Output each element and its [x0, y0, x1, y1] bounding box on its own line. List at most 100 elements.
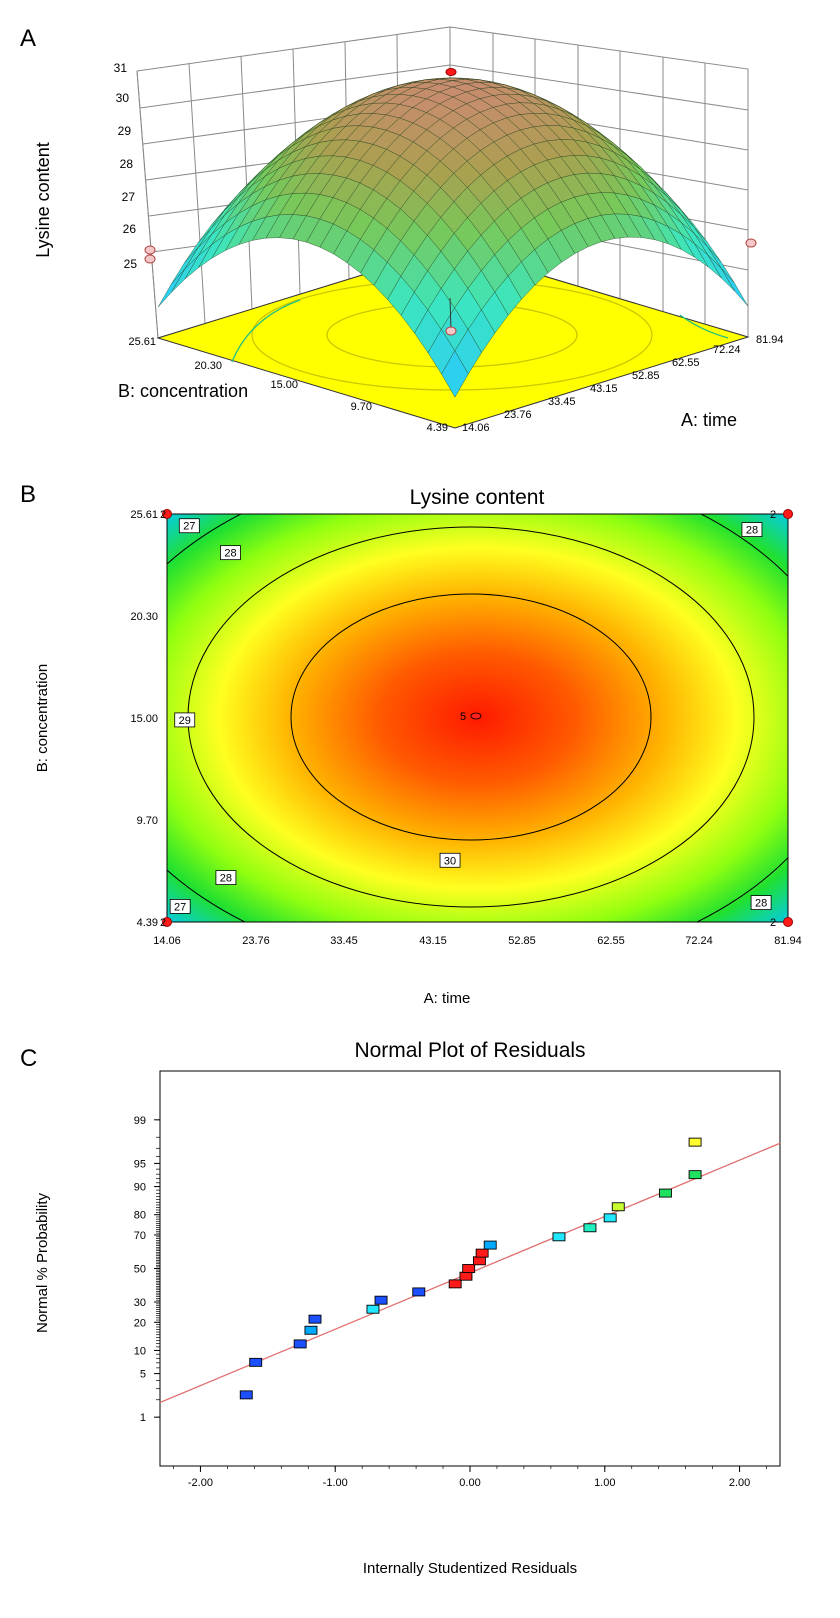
- x-tick-label: 14.06: [153, 935, 181, 947]
- prob-tick-label: 95: [134, 1158, 146, 1170]
- b-axis-title: B: concentration: [118, 381, 248, 401]
- contour-labels: 27 28 28 29 30 28 27 28: [169, 518, 772, 914]
- prob-tick-label: 80: [134, 1210, 146, 1222]
- contour-y-title: B: concentration: [34, 664, 51, 772]
- center-stem: [449, 297, 452, 331]
- z-axis: 31 30 29 28 27 26 25 Lysine content: [33, 61, 137, 271]
- contour-label: 27: [183, 521, 195, 533]
- a-tick-label: 81.94: [756, 334, 784, 346]
- z-tick-label: 26: [123, 222, 137, 236]
- residual-point: [239, 1390, 253, 1400]
- contour-y-axis: 25.61 20.30 15.00 9.70 4.39 B: concentra…: [34, 509, 158, 929]
- residual-point: [552, 1232, 566, 1242]
- prob-tick-label: 30: [134, 1297, 146, 1309]
- contour-level-30: [290, 593, 652, 841]
- corner-marker: [144, 254, 156, 264]
- contour-label: 28: [746, 525, 758, 537]
- z-tick-label: 29: [118, 124, 132, 138]
- residual-point: [583, 1223, 597, 1233]
- corner-point-label: 2: [770, 509, 776, 521]
- contour-x-title: A: time: [424, 990, 471, 1007]
- panel-c-label: C: [20, 1045, 37, 1072]
- a-tick-label: 72.24: [713, 344, 741, 356]
- residual-point: [412, 1287, 426, 1297]
- x-tick-label: 23.76: [242, 935, 270, 947]
- surface-facet: [157, 268, 185, 308]
- b-tick-label: 25.61: [128, 336, 156, 348]
- prob-tick-label: 90: [134, 1182, 146, 1194]
- center-point-label: 5: [460, 711, 466, 723]
- y-tick-label: 4.39: [137, 917, 158, 929]
- contour-label-box: [741, 522, 763, 537]
- residual-point: [249, 1357, 263, 1367]
- residual-plot-title: Normal Plot of Residuals: [354, 1039, 585, 1062]
- contour-label: 30: [444, 855, 456, 867]
- panel-a: A: [20, 25, 784, 434]
- z-tick-label: 31: [114, 61, 128, 75]
- b-tick-label: 9.70: [351, 401, 372, 413]
- corner-design-point: [162, 917, 172, 927]
- residual-point: [304, 1325, 318, 1335]
- residual-point: [448, 1279, 462, 1289]
- a-tick-label: 23.76: [504, 409, 532, 421]
- contour-label-box: [215, 870, 237, 885]
- residual-y-title: Normal % Probability: [34, 1192, 51, 1333]
- residual-point: [472, 1256, 486, 1266]
- corner-design-point: [162, 509, 172, 519]
- prob-tick-label: 1: [140, 1412, 146, 1424]
- response-surface: [157, 77, 749, 398]
- b-tick-label: 20.30: [194, 360, 222, 372]
- y-tick-label: 15.00: [130, 713, 158, 725]
- prob-tick-label: 5: [140, 1369, 146, 1381]
- corner-design-point: [783, 509, 793, 519]
- y-tick-label: 9.70: [137, 815, 158, 827]
- peak-marker: [445, 68, 457, 76]
- y-tick-label: 20.30: [130, 611, 158, 623]
- contour-frame: [166, 513, 789, 923]
- corner-point-label: 2: [770, 917, 776, 929]
- probability-axis: 1 5 10 20 30 50 70 80 90 95 99: [134, 1115, 160, 1424]
- a-tick-label: 52.85: [632, 370, 660, 382]
- prob-tick-label: 20: [134, 1317, 146, 1329]
- residual-point: [658, 1188, 672, 1198]
- residual-point: [293, 1339, 307, 1349]
- panel-c: C Normal Plot of Residuals 1 5 10 20 30 50 70 8…: [20, 1039, 781, 1577]
- corner-design-point: [783, 917, 793, 927]
- corner-marker: [144, 245, 156, 255]
- residual-point: [611, 1202, 625, 1212]
- b-tick-label: 4.39: [427, 422, 448, 434]
- residual-point: [308, 1314, 322, 1324]
- x-tick-label: 2.00: [729, 1477, 750, 1489]
- surface-facet: [720, 267, 749, 307]
- prob-tick-label: 70: [134, 1230, 146, 1242]
- a-tick-label: 62.55: [672, 357, 700, 369]
- contour-label: 28: [220, 873, 232, 885]
- x-tick-label: 81.94: [774, 935, 802, 947]
- a-axis: 14.06 23.76 33.45 43.15 52.85 62.55 72.2…: [462, 334, 784, 434]
- contour-label-box: [750, 895, 772, 910]
- a-axis-title: A: time: [681, 410, 737, 430]
- contour-label-box: [169, 899, 191, 914]
- contour-label-box: [174, 712, 196, 728]
- residual-point: [462, 1264, 476, 1273]
- z-tick-label: 27: [122, 190, 136, 204]
- residual-point: [366, 1304, 380, 1314]
- residual-points: [239, 1137, 702, 1400]
- surface-facet: [171, 255, 199, 293]
- contour-label-box: [439, 852, 461, 868]
- contour-x-axis: 14.06 23.76 33.45 43.15 52.85 62.55 72.2…: [153, 935, 802, 1007]
- contour-label: 28: [755, 898, 767, 910]
- x-tick-label: 52.85: [508, 935, 536, 947]
- residual-point: [603, 1213, 617, 1223]
- contour-label-box: [178, 518, 200, 534]
- x-tick-label: 43.15: [419, 935, 447, 947]
- corner-point-label: 2: [160, 509, 166, 521]
- corner-point-label: 2: [160, 917, 166, 929]
- residual-point: [459, 1271, 473, 1281]
- x-tick-label: -2.00: [188, 1477, 213, 1489]
- x-tick-label: 62.55: [597, 935, 625, 947]
- a-tick-label: 43.15: [590, 383, 618, 395]
- contour-label-box: [220, 545, 241, 561]
